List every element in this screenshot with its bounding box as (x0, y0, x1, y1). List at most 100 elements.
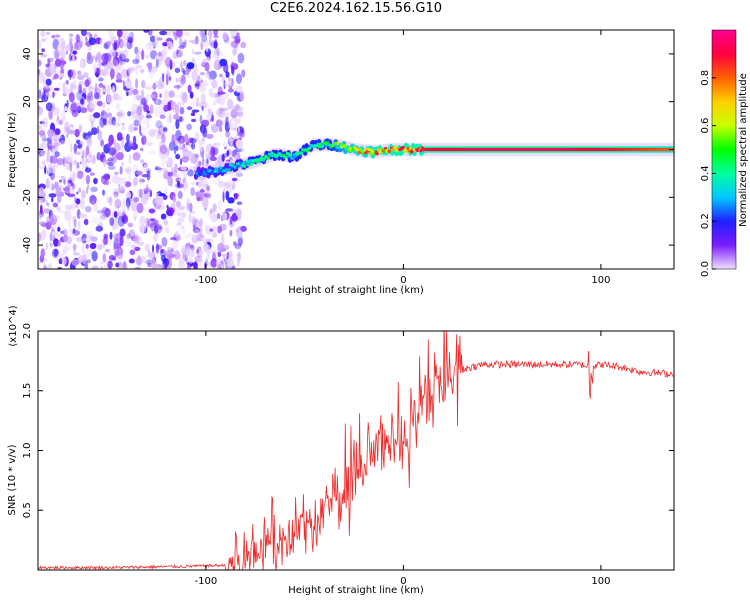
noise-speckle (231, 177, 238, 182)
noise-speckle (117, 205, 120, 212)
noise-speckle (38, 129, 46, 136)
noise-speckle (126, 233, 131, 239)
noise-speckle (194, 51, 202, 55)
noise-speckle (149, 35, 156, 43)
noise-speckle (215, 119, 223, 127)
noise-speckle (186, 123, 193, 131)
noise-speckle (108, 196, 113, 206)
noise-speckle (65, 204, 72, 211)
noise-speckle (110, 68, 115, 79)
noise-speckle (100, 174, 109, 185)
noise-speckle (78, 124, 82, 133)
noise-speckle (96, 100, 103, 107)
noise-speckle (47, 165, 56, 174)
noise-speckle (180, 61, 183, 69)
noise-speckle (206, 249, 210, 260)
noise-speckle (191, 234, 199, 244)
noise-speckle (118, 183, 121, 194)
noise-speckle (113, 242, 117, 250)
noise-speckle (100, 139, 104, 147)
noise-speckle (103, 66, 109, 72)
noise-speckle (155, 196, 164, 206)
noise-speckle (182, 143, 186, 149)
noise-speckle (185, 249, 189, 258)
noise-speckle (218, 178, 221, 183)
noise-speckle (121, 138, 125, 149)
noise-speckle (217, 199, 223, 210)
noise-speckle (116, 152, 124, 161)
noise-speckle (108, 134, 114, 146)
ridge-core (294, 154, 298, 158)
noise-speckle (195, 97, 200, 102)
noise-speckle (38, 221, 46, 226)
noise-speckle (106, 84, 111, 96)
noise-speckle (185, 70, 190, 76)
noise-speckle (56, 134, 63, 140)
noise-speckle (114, 198, 122, 209)
snr-panel: -100 0 100 0.5 1.0 1.5 2.0 Height of straight… (7, 305, 675, 596)
noise-speckle (154, 167, 163, 171)
noise-speckle (54, 151, 60, 158)
noise-speckle (41, 48, 45, 53)
noise-speckle (142, 118, 150, 125)
noise-speckle (135, 78, 139, 89)
ridge-core (248, 159, 253, 163)
ridge-core (269, 153, 273, 158)
noise-speckle (74, 159, 77, 163)
noise-speckle (193, 36, 199, 47)
noise-speckle (231, 105, 237, 115)
snr-x-ticks: -100 0 100 (195, 331, 610, 587)
noise-speckle (82, 87, 87, 95)
noise-speckle (113, 41, 118, 51)
noise-speckle (66, 245, 71, 251)
noise-speckle (206, 184, 211, 194)
noise-speckle (56, 206, 60, 211)
noise-speckle (108, 30, 114, 40)
noise-speckle (130, 201, 139, 212)
noise-speckle (139, 124, 142, 135)
noise-speckle (46, 215, 55, 225)
colorbar-tick-label: 0.2 (700, 213, 711, 229)
spectrogram-x-ticks: -100 0 100 (195, 30, 610, 286)
noise-speckle (167, 175, 173, 187)
noise-speckle (201, 119, 210, 128)
noise-speckle (108, 117, 113, 126)
noise-speckle (69, 162, 73, 172)
noise-speckle (211, 79, 218, 89)
noise-speckle (85, 166, 88, 171)
noise-speckle (148, 208, 156, 214)
noise-speckle (80, 98, 84, 105)
noise-speckle (87, 51, 92, 61)
noise-speckle (175, 153, 181, 160)
noise-speckle (230, 30, 238, 37)
noise-speckle (234, 119, 237, 131)
noise-speckle (38, 59, 42, 67)
ridge-core (419, 149, 423, 153)
noise-speckle (53, 223, 61, 228)
noise-speckle (155, 223, 163, 234)
noise-speckle (233, 241, 237, 246)
noise-speckle (164, 89, 169, 100)
noise-speckle (195, 132, 200, 142)
noise-speckle (116, 30, 123, 38)
noise-speckle (95, 52, 102, 62)
noise-speckle (210, 146, 216, 158)
ridge-core (227, 168, 231, 172)
noise-speckle (84, 79, 90, 88)
noise-speckle (172, 188, 181, 194)
noise-speckle (38, 232, 42, 243)
noise-speckle (47, 262, 53, 269)
noise-speckle (116, 248, 124, 260)
ridge-core (356, 148, 360, 152)
spectrogram-panel: -100 0 100 -40 -20 0 20 40 Height of straight … (7, 29, 675, 296)
noise-speckle (91, 127, 98, 135)
noise-speckle (164, 225, 170, 234)
ridge-core (393, 146, 397, 150)
noise-speckle (163, 104, 169, 112)
noise-speckle (149, 189, 152, 198)
noise-speckle (48, 109, 53, 120)
noise-speckle (41, 38, 45, 42)
noise-speckle (68, 52, 72, 62)
noise-speckle (82, 253, 88, 265)
noise-speckle (128, 153, 132, 165)
